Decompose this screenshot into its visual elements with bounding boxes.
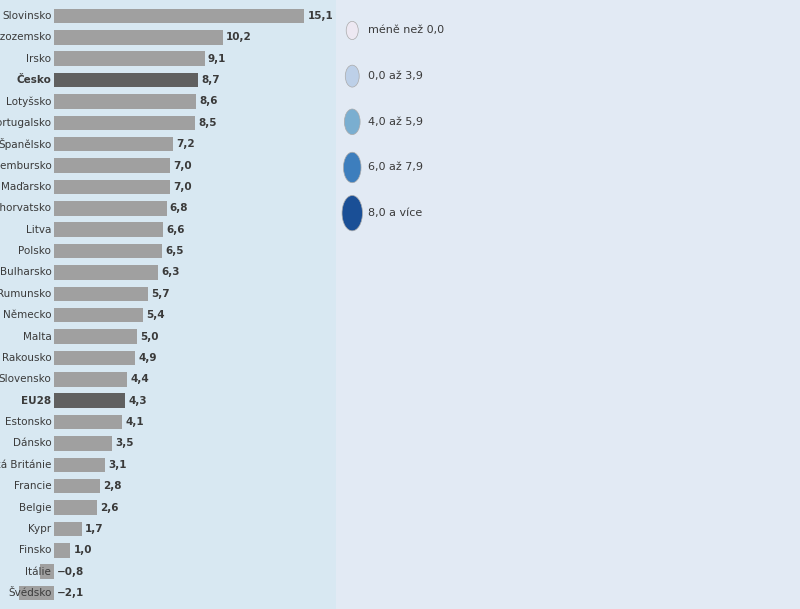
Text: Portugalsko: Portugalsko <box>0 118 51 128</box>
Text: Dánsko: Dánsko <box>13 438 51 448</box>
Text: 4,4: 4,4 <box>130 375 149 384</box>
Text: Polsko: Polsko <box>18 246 51 256</box>
Bar <box>54 415 122 429</box>
Bar <box>54 351 135 365</box>
Text: Chorvatsko: Chorvatsko <box>0 203 51 213</box>
Bar <box>54 180 170 194</box>
Text: Španělsko: Španělsko <box>0 138 51 150</box>
Bar <box>54 137 173 152</box>
Bar <box>54 287 148 301</box>
Text: Itálie: Itálie <box>26 567 51 577</box>
Text: Slovinsko: Slovinsko <box>2 11 51 21</box>
Bar <box>54 244 162 258</box>
Bar <box>54 372 126 387</box>
Bar <box>54 116 194 130</box>
Text: Estonsko: Estonsko <box>5 417 51 427</box>
Text: Francie: Francie <box>14 481 51 491</box>
Text: 2,6: 2,6 <box>100 502 118 513</box>
Text: EU28: EU28 <box>21 396 51 406</box>
Bar <box>54 457 105 472</box>
Text: Malta: Malta <box>22 331 51 342</box>
Text: 10,2: 10,2 <box>226 32 252 42</box>
Text: Německo: Německo <box>2 310 51 320</box>
Text: 5,7: 5,7 <box>152 289 170 299</box>
Bar <box>54 329 137 344</box>
Bar <box>19 586 54 600</box>
Ellipse shape <box>346 21 358 40</box>
Text: 4,3: 4,3 <box>128 396 147 406</box>
Bar <box>54 479 100 493</box>
Bar <box>54 522 82 537</box>
Text: 4,1: 4,1 <box>125 417 144 427</box>
Text: 15,1: 15,1 <box>307 11 334 21</box>
Bar <box>54 393 125 408</box>
Bar <box>54 30 223 44</box>
Bar <box>54 9 304 23</box>
Text: 7,2: 7,2 <box>177 139 195 149</box>
Text: 7,0: 7,0 <box>173 182 192 192</box>
Text: Litva: Litva <box>26 225 51 234</box>
Bar <box>54 436 112 451</box>
Text: 5,0: 5,0 <box>140 331 158 342</box>
Text: 5,4: 5,4 <box>146 310 166 320</box>
Bar <box>41 565 54 579</box>
Text: 3,5: 3,5 <box>115 438 134 448</box>
Bar <box>54 222 163 237</box>
Text: Česko: Česko <box>16 75 51 85</box>
Text: 8,0 a více: 8,0 a více <box>367 208 422 218</box>
Text: Finsko: Finsko <box>19 546 51 555</box>
Bar <box>54 94 196 108</box>
Bar <box>54 501 97 515</box>
Text: Slovensko: Slovensko <box>0 375 51 384</box>
Text: Maďarsko: Maďarsko <box>1 182 51 192</box>
Text: 3,1: 3,1 <box>109 460 127 470</box>
Text: 8,6: 8,6 <box>200 96 218 107</box>
Text: 1,0: 1,0 <box>74 546 92 555</box>
Text: méně než 0,0: méně než 0,0 <box>367 26 444 35</box>
Text: 8,5: 8,5 <box>198 118 217 128</box>
Bar <box>54 308 143 322</box>
Text: 0,0 až 3,9: 0,0 až 3,9 <box>367 71 422 81</box>
Text: Irsko: Irsko <box>26 54 51 63</box>
Text: 9,1: 9,1 <box>208 54 226 63</box>
Bar <box>54 265 158 280</box>
Bar <box>54 51 205 66</box>
Text: 1,7: 1,7 <box>86 524 104 534</box>
Text: 6,5: 6,5 <box>165 246 183 256</box>
Text: Kypr: Kypr <box>28 524 51 534</box>
Text: Nizozemsko: Nizozemsko <box>0 32 51 42</box>
Text: 4,9: 4,9 <box>138 353 157 363</box>
Text: 8,7: 8,7 <box>202 75 220 85</box>
Text: 6,0 až 7,9: 6,0 až 7,9 <box>367 163 422 172</box>
Text: 2,8: 2,8 <box>103 481 122 491</box>
Text: Velká Británie: Velká Británie <box>0 460 51 470</box>
Ellipse shape <box>346 65 359 87</box>
Ellipse shape <box>343 152 361 183</box>
Text: Belgie: Belgie <box>18 502 51 513</box>
Text: 7,0: 7,0 <box>173 161 192 171</box>
Bar <box>54 543 70 558</box>
Bar <box>54 158 170 173</box>
Bar <box>54 201 166 216</box>
Text: Švédsko: Švédsko <box>8 588 51 598</box>
Text: 4,0 až 5,9: 4,0 až 5,9 <box>367 117 422 127</box>
Text: 6,8: 6,8 <box>170 203 188 213</box>
Text: −0,8: −0,8 <box>57 567 84 577</box>
Ellipse shape <box>342 195 362 231</box>
Text: −2,1: −2,1 <box>57 588 84 598</box>
Bar <box>54 72 198 87</box>
Text: Lotyšsko: Lotyšsko <box>6 96 51 107</box>
Text: 6,6: 6,6 <box>166 225 185 234</box>
Ellipse shape <box>344 109 360 135</box>
Text: 6,3: 6,3 <box>162 267 180 278</box>
Text: Bulharsko: Bulharsko <box>0 267 51 278</box>
Text: Rumunsko: Rumunsko <box>0 289 51 299</box>
Text: Rakousko: Rakousko <box>2 353 51 363</box>
Text: Lucembursko: Lucembursko <box>0 161 51 171</box>
